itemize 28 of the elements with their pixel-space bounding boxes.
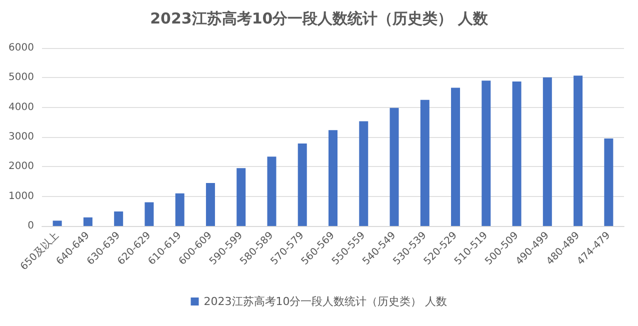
bar bbox=[144, 202, 154, 226]
y-tick-label: 5000 bbox=[8, 72, 34, 84]
bar bbox=[52, 220, 62, 226]
bar bbox=[206, 182, 215, 226]
bar bbox=[574, 76, 583, 226]
y-tick-label: 2000 bbox=[8, 161, 34, 172]
y-tick-label: 6000 bbox=[8, 42, 34, 54]
y-tick-label: 1000 bbox=[8, 190, 34, 202]
bar bbox=[390, 108, 399, 226]
y-tick-label: 3000 bbox=[8, 132, 34, 142]
y-tick-label: 4000 bbox=[8, 102, 34, 113]
bar bbox=[175, 193, 184, 226]
chart-title: 2023江苏高考10分一段人数统计（历史类） 人数 bbox=[150, 10, 489, 28]
bar bbox=[83, 217, 92, 226]
bar bbox=[451, 88, 460, 226]
bar bbox=[298, 144, 307, 226]
bar bbox=[359, 121, 368, 226]
bar bbox=[328, 130, 338, 226]
bar bbox=[512, 82, 522, 226]
bar bbox=[542, 77, 552, 226]
bar bbox=[420, 100, 430, 226]
bar bbox=[267, 156, 276, 226]
bar bbox=[236, 168, 246, 226]
bar bbox=[114, 211, 124, 226]
bar bbox=[482, 80, 491, 226]
legend-label: 2023江苏高考10分一段人数统计（历史类） 人数 bbox=[204, 295, 448, 308]
y-tick-label: 0 bbox=[28, 220, 34, 232]
bar bbox=[604, 138, 614, 226]
